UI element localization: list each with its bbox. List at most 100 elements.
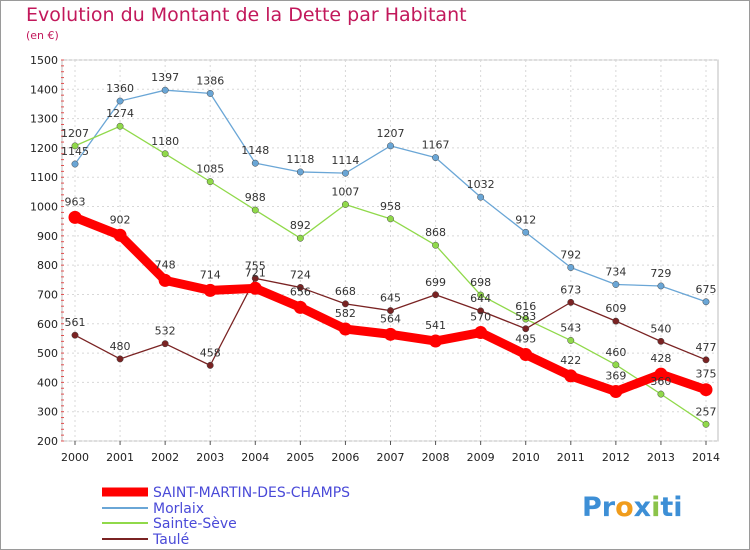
y-tick-label: 200 xyxy=(37,435,58,448)
data-label: 724 xyxy=(290,268,311,281)
data-point xyxy=(522,315,530,323)
x-tick-label: 2002 xyxy=(151,451,179,464)
data-point xyxy=(522,228,530,236)
x-tick-label: 2012 xyxy=(602,451,630,464)
logo-letter: Pr xyxy=(582,492,616,523)
data-point xyxy=(474,326,488,340)
data-label: 541 xyxy=(425,319,446,332)
data-point xyxy=(432,241,440,249)
data-point xyxy=(567,337,575,344)
data-label: 988 xyxy=(245,191,266,204)
y-tick-label: 800 xyxy=(37,259,58,272)
data-label: 1145 xyxy=(61,145,89,158)
data-point xyxy=(387,142,394,150)
grid xyxy=(61,59,719,442)
data-label: 644 xyxy=(470,292,491,305)
x-tick-label: 2009 xyxy=(467,451,495,464)
data-label: 755 xyxy=(245,259,266,272)
x-tick-label: 2008 xyxy=(422,451,450,464)
data-label: 1007 xyxy=(331,185,359,198)
data-label: 1386 xyxy=(196,74,224,87)
data-label: 360 xyxy=(650,375,671,388)
data-label: 609 xyxy=(605,302,626,315)
data-label: 257 xyxy=(696,405,717,418)
legend-label: SAINT-MARTIN-DES-CHAMPS xyxy=(153,485,350,501)
data-point xyxy=(702,420,710,428)
data-labels: 1145 1360 1397 1386 1148 1118 1114 1207 1167 1032… xyxy=(61,71,717,418)
data-label: 792 xyxy=(560,248,581,261)
data-label: 1114 xyxy=(331,154,359,167)
legend: SAINT-MARTIN-DES-CHAMPSMorlaixSainte-Sèv… xyxy=(102,485,350,548)
data-point xyxy=(116,355,124,363)
data-label: 698 xyxy=(470,276,491,289)
data-point xyxy=(206,361,214,369)
x-tick-label: 2004 xyxy=(241,451,269,464)
x-tick-label: 2005 xyxy=(286,451,314,464)
data-label: 1274 xyxy=(106,107,134,120)
data-label: 734 xyxy=(605,265,626,278)
data-label: 422 xyxy=(560,354,581,367)
data-point xyxy=(564,369,578,383)
data-label: 699 xyxy=(425,276,446,289)
data-label: 668 xyxy=(335,285,356,298)
data-label: 912 xyxy=(515,213,536,226)
data-point xyxy=(387,307,394,315)
data-point xyxy=(251,274,259,282)
logo-letter: ti xyxy=(660,492,682,523)
data-label: 645 xyxy=(380,292,401,305)
data-label: 892 xyxy=(290,219,311,232)
data-label: 656 xyxy=(290,285,311,298)
data-label: 1032 xyxy=(467,178,495,191)
data-point xyxy=(341,300,349,308)
axes: 200 300 400 500 600 700 800 900 1000 1100 1200 1300… xyxy=(30,54,720,464)
x-tick-label: 2011 xyxy=(557,451,585,464)
y-tick-label: 1500 xyxy=(30,54,58,67)
data-label: 477 xyxy=(696,341,717,354)
data-label: 428 xyxy=(650,352,671,365)
data-label: 561 xyxy=(65,316,86,329)
x-tick-label: 2003 xyxy=(196,451,224,464)
data-point xyxy=(161,150,169,158)
data-point xyxy=(206,89,214,97)
data-label: 460 xyxy=(605,346,626,359)
data-point xyxy=(341,201,349,208)
data-point xyxy=(293,300,307,314)
data-label: 963 xyxy=(65,195,86,208)
x-tick-label: 2000 xyxy=(61,451,89,464)
x-tick-label: 2010 xyxy=(512,451,540,464)
y-tick-label: 1100 xyxy=(30,171,58,184)
data-label: 495 xyxy=(515,333,536,346)
data-label: 616 xyxy=(515,300,536,313)
data-point xyxy=(612,281,620,288)
data-label: 902 xyxy=(110,213,131,226)
legend-label: Morlaix xyxy=(153,501,204,517)
data-point xyxy=(612,317,620,325)
data-point xyxy=(338,322,352,336)
proxiti-logo: Proxiti xyxy=(582,492,683,523)
data-label: 583 xyxy=(515,310,536,323)
chart-subtitle: (en €) xyxy=(26,29,59,42)
data-label: 729 xyxy=(650,267,671,280)
data-label: 1118 xyxy=(286,153,314,166)
data-point xyxy=(387,215,394,223)
data-point xyxy=(158,273,172,287)
data-label: 1360 xyxy=(106,82,134,95)
data-label: 480 xyxy=(110,340,131,353)
data-label: 1397 xyxy=(151,71,179,84)
data-label: 673 xyxy=(560,283,581,296)
series-lines xyxy=(68,86,713,428)
data-point xyxy=(432,291,440,299)
data-point xyxy=(161,340,169,348)
logo-letter: i xyxy=(651,492,660,523)
data-point xyxy=(71,160,79,168)
y-tick-label: 1200 xyxy=(30,142,58,155)
data-point xyxy=(477,291,485,299)
data-point xyxy=(477,193,485,201)
data-label: 540 xyxy=(650,322,671,335)
data-point xyxy=(567,264,575,271)
data-point xyxy=(699,383,713,397)
x-tick-label: 2006 xyxy=(331,451,359,464)
data-point xyxy=(341,169,349,177)
data-point xyxy=(68,210,82,224)
